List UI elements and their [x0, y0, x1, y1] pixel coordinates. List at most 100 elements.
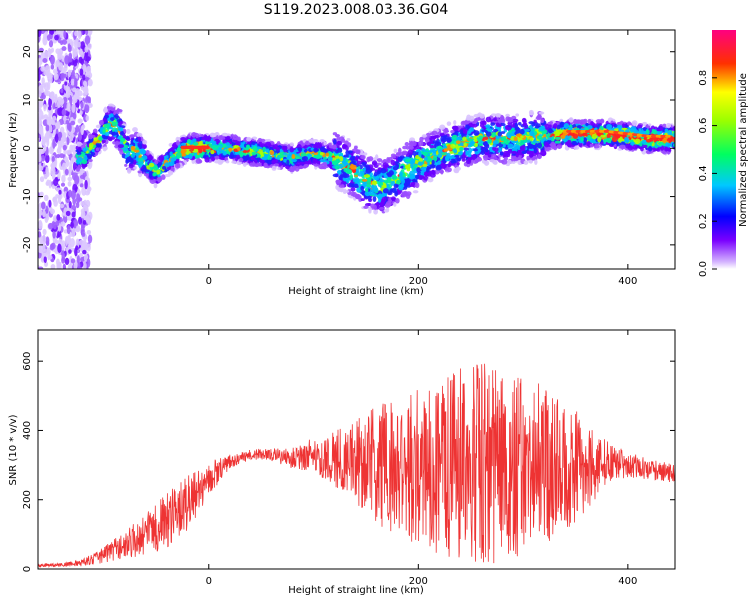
- heatmap-cell: [38, 89, 42, 98]
- heatmap-cell: [473, 113, 480, 118]
- heatmap-cell: [85, 115, 90, 122]
- heatmap-cell: [64, 168, 69, 176]
- heatmap-cell: [130, 145, 136, 151]
- heatmap-cell: [73, 262, 77, 269]
- heatmap-cell: [217, 159, 223, 165]
- heatmap-cell: [335, 134, 340, 138]
- heatmap-cell: [534, 159, 538, 165]
- heatmap-cell: [216, 149, 221, 156]
- heatmap-cell: [343, 154, 349, 158]
- heatmap-cell: [491, 153, 497, 159]
- heatmap-cell: [51, 173, 56, 180]
- heatmap-cell: [53, 199, 58, 207]
- heatmap-cell: [39, 248, 44, 254]
- heatmap-cell: [349, 174, 354, 180]
- heatmap-cell: [67, 181, 72, 187]
- heatmap-cell: [64, 55, 70, 65]
- heatmap-cell: [66, 149, 72, 155]
- heatmap-cell: [75, 202, 80, 209]
- heatmap-cell: [38, 231, 42, 238]
- heatmap-cell: [65, 119, 70, 125]
- heatmap-cell: [277, 167, 281, 171]
- heatmap-cell: [665, 122, 672, 129]
- heatmap-cell: [61, 252, 66, 262]
- heatmap-cell: [132, 127, 138, 133]
- heatmap-cell: [664, 128, 669, 134]
- heatmap-cell: [82, 74, 86, 81]
- heatmap-cell: [154, 159, 159, 165]
- heatmap-cell: [84, 46, 89, 53]
- heatmap-cell: [42, 137, 48, 142]
- heatmap-cell: [43, 256, 47, 264]
- heatmap-cell: [472, 123, 478, 128]
- heatmap-cell: [507, 117, 512, 123]
- heatmap-cell: [521, 117, 527, 123]
- heatmap-cell: [43, 144, 47, 152]
- heatmap-cell: [556, 124, 561, 130]
- heatmap-cell: [418, 140, 424, 147]
- heatmap-cell: [38, 124, 43, 135]
- heatmap-cell: [58, 62, 64, 71]
- heatmap-cell: [128, 134, 135, 138]
- heatmap-cell: [56, 214, 61, 221]
- heatmap-cell: [77, 30, 82, 40]
- heatmap-cell: [387, 173, 393, 178]
- heatmap-cell: [483, 155, 489, 161]
- heatmap-cell: [672, 133, 675, 138]
- heatmap-cell: [86, 258, 91, 268]
- heatmap-cell: [461, 154, 466, 160]
- heatmap-cell: [70, 258, 76, 264]
- heatmap-cell: [528, 121, 535, 125]
- heatmap-cell: [631, 141, 635, 145]
- heatmap-cell: [66, 93, 71, 98]
- heatmap-cell: [45, 236, 50, 245]
- heatmap-cell: [364, 191, 371, 197]
- heatmap-cell: [68, 249, 72, 254]
- heatmap-cell: [98, 136, 103, 142]
- heatmap-cell: [335, 155, 340, 160]
- heatmap-cell: [599, 118, 605, 124]
- heatmap-cell: [76, 41, 81, 48]
- heatmap-cell: [421, 134, 427, 138]
- heatmap-cell: [71, 126, 76, 134]
- heatmap-cell: [128, 163, 134, 168]
- heatmap-cell: [116, 119, 121, 122]
- heatmap-cell: [79, 183, 84, 188]
- heatmap-cell: [231, 160, 237, 164]
- heatmap-cell: [576, 120, 580, 124]
- heatmap-cell: [60, 88, 64, 94]
- heatmap-cell: [338, 184, 345, 188]
- heatmap-cell: [51, 121, 55, 126]
- heatmap-cell: [401, 178, 406, 185]
- heatmap-cell: [323, 141, 327, 146]
- heatmap-cell: [414, 159, 419, 164]
- heatmap-cell: [38, 209, 43, 219]
- heatmap-cell: [351, 160, 356, 164]
- heatmap-cell: [61, 108, 67, 116]
- heatmap-cell: [77, 131, 82, 141]
- heatmap-cell: [41, 77, 45, 86]
- heatmap-cell: [55, 194, 59, 199]
- heatmap-cell: [61, 39, 68, 45]
- heatmap-cell: [456, 162, 460, 166]
- heatmap-cell: [80, 210, 86, 218]
- heatmap-cell: [49, 92, 54, 100]
- heatmap-cell: [285, 165, 290, 170]
- heatmap-cell: [427, 177, 434, 183]
- heatmap-cell: [66, 102, 71, 112]
- heatmap-cell: [86, 185, 91, 195]
- heatmap-cell: [43, 248, 48, 257]
- heatmap-cell: [52, 221, 57, 230]
- heatmap-cell: [507, 135, 512, 139]
- heatmap-cell: [124, 163, 128, 167]
- heatmap-cell: [487, 128, 493, 132]
- heatmap-cell: [498, 159, 505, 163]
- heatmap-cell: [38, 30, 42, 37]
- heatmap-cell: [48, 40, 54, 48]
- heatmap-cell: [513, 143, 519, 150]
- heatmap-cell: [39, 176, 45, 183]
- heatmap-cell: [38, 73, 41, 82]
- heatmap-cell: [80, 225, 85, 236]
- heatmap-cell: [41, 83, 47, 88]
